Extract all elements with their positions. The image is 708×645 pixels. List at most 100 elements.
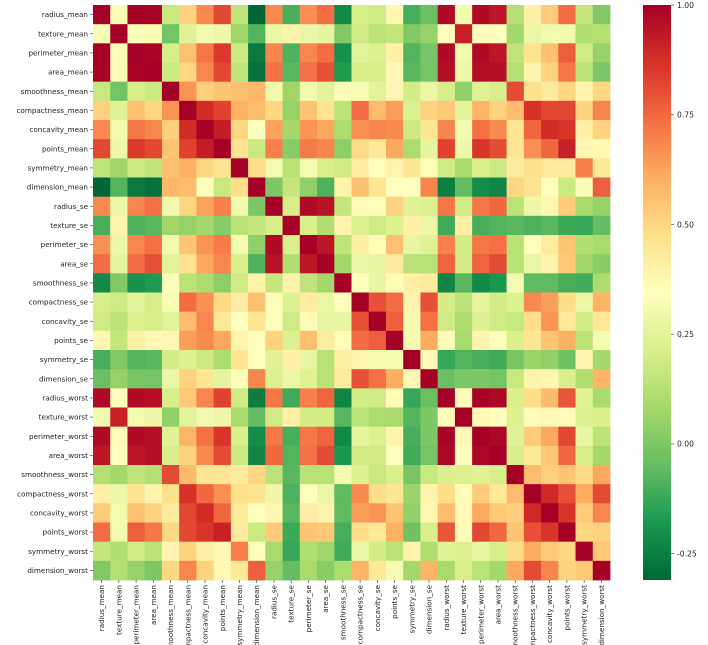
heatmap-cell bbox=[454, 369, 473, 389]
heatmap-cell bbox=[110, 388, 128, 408]
heatmap-cell bbox=[454, 196, 473, 217]
heatmap-cell bbox=[230, 330, 249, 351]
heatmap-cell bbox=[368, 215, 387, 236]
heatmap-cell bbox=[454, 522, 473, 543]
heatmap-cell bbox=[196, 465, 215, 485]
heatmap-cell bbox=[179, 177, 197, 198]
heatmap-cell bbox=[196, 5, 215, 25]
heatmap-cell bbox=[541, 369, 559, 389]
heatmap-cell bbox=[592, 139, 611, 159]
heatmap-cell bbox=[282, 465, 301, 485]
heatmap-cell bbox=[282, 235, 301, 255]
heatmap-cell bbox=[196, 369, 215, 389]
heatmap-cell bbox=[299, 43, 318, 63]
heatmap-cell bbox=[213, 484, 232, 504]
heatmap-cell bbox=[248, 292, 266, 313]
heatmap-cell bbox=[592, 426, 611, 447]
heatmap-cell bbox=[523, 330, 542, 351]
row-tick-label: perimeter_se bbox=[41, 240, 89, 249]
heatmap-cell bbox=[230, 62, 249, 83]
heatmap-cell bbox=[558, 196, 576, 217]
heatmap-cell bbox=[523, 292, 542, 313]
heatmap-cell bbox=[196, 215, 215, 236]
heatmap-cell bbox=[420, 311, 439, 332]
heatmap-cell bbox=[368, 407, 387, 428]
column-tick-label: perimeter_se bbox=[304, 584, 313, 632]
heatmap-cell bbox=[506, 62, 525, 83]
heatmap-cell bbox=[161, 120, 180, 140]
heatmap-cell bbox=[230, 292, 249, 313]
heatmap-cell bbox=[282, 81, 301, 102]
heatmap-cell bbox=[299, 560, 318, 581]
heatmap-cell bbox=[575, 254, 594, 274]
heatmap-cell bbox=[127, 445, 146, 466]
heatmap-cell bbox=[110, 330, 128, 351]
heatmap-cell bbox=[196, 445, 215, 466]
heatmap-cell bbox=[351, 330, 370, 351]
heatmap-cell bbox=[317, 541, 335, 562]
heatmap-cell bbox=[196, 292, 215, 313]
heatmap-cell bbox=[196, 407, 215, 428]
row-tick-label: points_worst bbox=[43, 528, 89, 537]
row-tick-labels: radius_mean texture_mean perimeter_meanare… bbox=[16, 10, 93, 575]
heatmap-cell bbox=[230, 541, 249, 562]
heatmap-cell bbox=[558, 445, 576, 466]
heatmap-cell bbox=[127, 24, 146, 44]
heatmap-cell bbox=[282, 158, 301, 178]
heatmap-cell bbox=[334, 196, 352, 217]
heatmap-cell bbox=[110, 369, 128, 389]
heatmap-cell bbox=[454, 5, 473, 25]
heatmap-cell bbox=[110, 120, 128, 140]
heatmap-cell bbox=[541, 100, 559, 121]
heatmap-cell bbox=[489, 445, 507, 466]
heatmap-cell bbox=[334, 369, 352, 389]
heatmap-cell bbox=[368, 5, 387, 25]
heatmap-cell bbox=[403, 43, 421, 63]
heatmap-cell bbox=[144, 24, 163, 44]
heatmap-cell bbox=[248, 388, 266, 408]
heatmap-cell bbox=[454, 139, 473, 159]
column-tick-label: area_worst bbox=[493, 585, 502, 625]
heatmap-cell bbox=[282, 139, 301, 159]
heatmap-cell bbox=[454, 120, 473, 140]
heatmap-cell bbox=[144, 445, 163, 466]
heatmap-cell bbox=[127, 541, 146, 562]
heatmap-cell bbox=[541, 292, 559, 313]
heatmap-cell bbox=[317, 484, 335, 504]
heatmap-cell bbox=[127, 484, 146, 504]
heatmap-cell bbox=[161, 330, 180, 351]
heatmap-cell bbox=[489, 426, 507, 447]
column-tick-label: dimension_mean bbox=[252, 585, 261, 645]
heatmap-cell bbox=[179, 330, 197, 351]
heatmap-cell bbox=[523, 503, 542, 523]
heatmap-cell bbox=[403, 81, 421, 102]
heatmap-cell bbox=[472, 407, 490, 428]
column-tick-label: texture_mean bbox=[114, 585, 123, 635]
heatmap-cell bbox=[230, 254, 249, 274]
heatmap-cell bbox=[93, 560, 111, 581]
heatmap-cell bbox=[472, 5, 490, 25]
heatmap-cell bbox=[196, 158, 215, 178]
heatmap-cell bbox=[179, 522, 197, 543]
heatmap-cell bbox=[523, 5, 542, 25]
heatmap-cell bbox=[575, 177, 594, 198]
heatmap-cell bbox=[523, 350, 542, 370]
heatmap-cell bbox=[265, 350, 283, 370]
heatmap-cell bbox=[541, 81, 559, 102]
heatmap-cell bbox=[472, 445, 490, 466]
heatmap-cell bbox=[523, 215, 542, 236]
heatmap-cell bbox=[196, 254, 215, 274]
heatmap-cell bbox=[265, 465, 283, 485]
heatmap-cell bbox=[161, 350, 180, 370]
heatmap-cell bbox=[282, 541, 301, 562]
heatmap-cell bbox=[385, 158, 404, 178]
heatmap-cell bbox=[179, 388, 197, 408]
heatmap-cell bbox=[558, 560, 576, 581]
heatmap-cell bbox=[265, 177, 283, 198]
heatmap-cell bbox=[265, 426, 283, 447]
heatmap-cell bbox=[489, 465, 507, 485]
heatmap-cell bbox=[196, 43, 215, 63]
heatmap-cell bbox=[230, 100, 249, 121]
heatmap-cell bbox=[437, 445, 456, 466]
heatmap-cell bbox=[196, 100, 215, 121]
